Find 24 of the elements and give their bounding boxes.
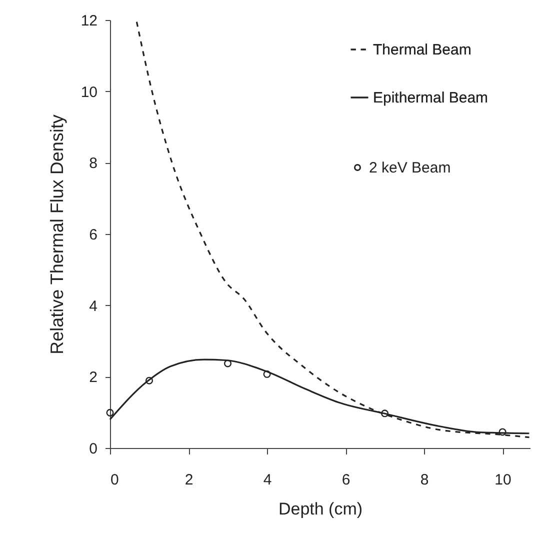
legend-label: Thermal Beam [373,42,472,58]
legend-label: 2 keV Beam [369,160,451,176]
x-tick-label: 6 [342,472,350,488]
point [381,410,389,418]
y-tick-label: 4 [89,298,98,315]
x-tick-label: 8 [420,472,429,488]
x-tick-label: 10 [494,472,512,488]
point [498,428,506,436]
x-tick-label: 2 [184,472,194,488]
x-axis-title: Depth (cm) [278,500,363,518]
y-tick-label: 2 [89,369,98,386]
y-tick-label: 10 [80,84,98,101]
x-tick-label: 0 [110,472,119,488]
y-tick-label: 8 [89,155,98,172]
point [106,408,114,416]
y-axis-title: Relative Thermal Flux Density [46,114,67,354]
y-tick-label: 6 [89,226,98,244]
point [224,360,232,368]
y-tick-label: 12 [80,12,98,30]
x-tick-label: 4 [263,472,272,488]
point [263,370,271,378]
y-tick-label: 0 [89,440,98,458]
legend-label: Epithermal Beam [373,90,488,106]
point [145,376,154,384]
